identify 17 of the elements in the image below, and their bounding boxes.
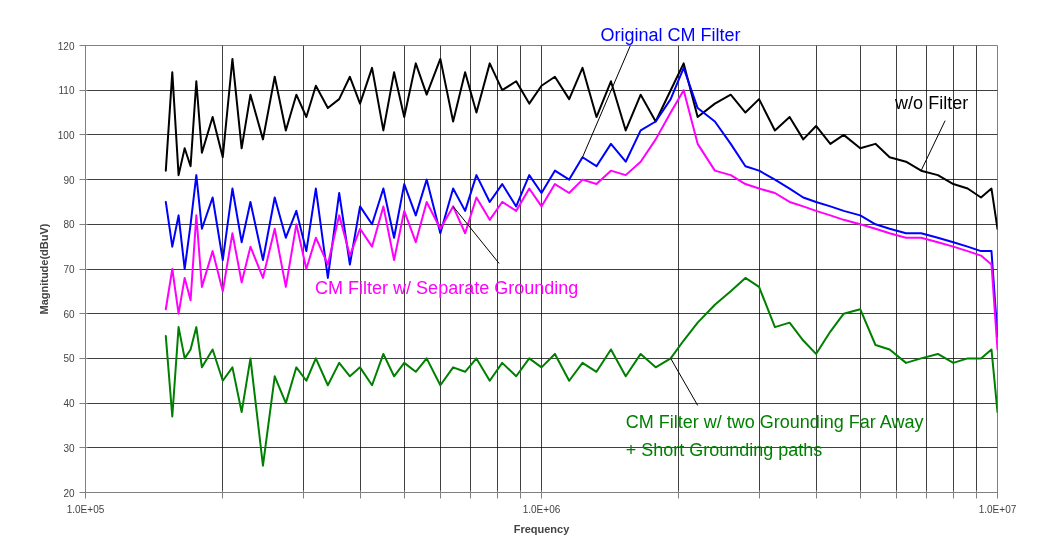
y-axis-title: Magnitude(dBuV) bbox=[37, 223, 50, 315]
y-tick-label: 50 bbox=[63, 353, 75, 365]
y-tick-label: 70 bbox=[63, 264, 75, 275]
x-axis-title: Frequency bbox=[513, 522, 571, 535]
y-tick-label: 20 bbox=[63, 487, 75, 499]
y-tick-label: 40 bbox=[63, 398, 75, 410]
y-tick-label: 100 bbox=[57, 129, 75, 141]
x-tick-label: 1.0E+05 bbox=[66, 503, 105, 515]
y-tick-label: 110 bbox=[58, 85, 75, 97]
y-tick-label: 90 bbox=[63, 174, 75, 186]
y-tick-label: 60 bbox=[63, 308, 75, 320]
y-tick-label: 120 bbox=[57, 40, 75, 52]
y-tick-label: 30 bbox=[63, 442, 75, 454]
y-tick-label: 80 bbox=[63, 219, 75, 231]
x-tick-label: 1.0E+06 bbox=[522, 503, 561, 515]
series-label: Original CM Filter bbox=[600, 24, 741, 45]
x-tick-label: 1.0E+07 bbox=[978, 503, 1017, 515]
